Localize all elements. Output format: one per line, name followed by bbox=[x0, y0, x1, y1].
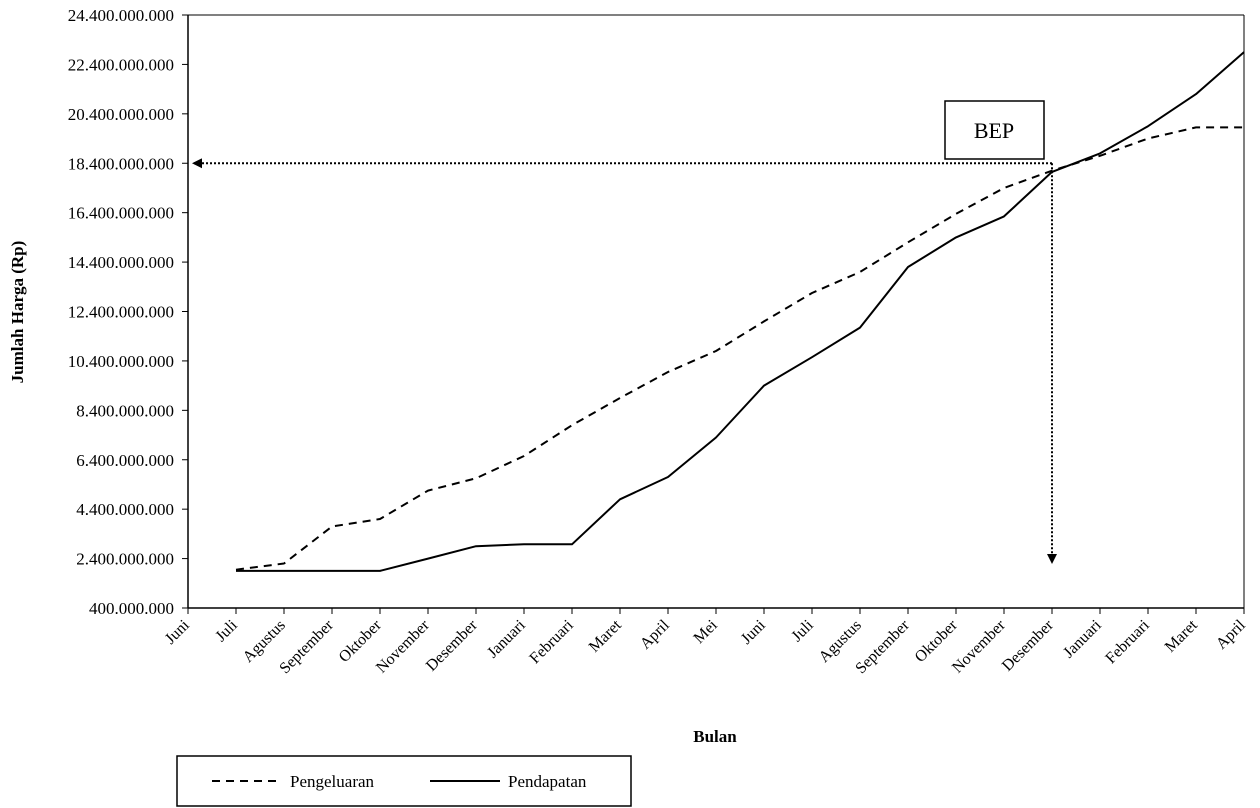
series-layer bbox=[236, 52, 1244, 571]
x-axis-ticks: Juni JuliAgustusSeptemberOktoberNovemberD… bbox=[162, 608, 1249, 677]
x-tick-label: Mei bbox=[691, 616, 722, 647]
y-tick-label: 24.400.000.000 bbox=[68, 6, 174, 25]
legend: Pengeluaran Pendapatan bbox=[177, 756, 631, 806]
y-tick-label: 400.000.000 bbox=[89, 599, 174, 618]
x-tick-label: Februari bbox=[526, 616, 577, 667]
y-tick-label: 22.400.000.000 bbox=[68, 55, 174, 74]
x-tick-label: Juni bbox=[738, 616, 769, 647]
y-tick-label: 8.400.000.000 bbox=[76, 401, 174, 420]
y-tick-label: 14.400.000.000 bbox=[68, 253, 174, 272]
x-tick-label: April bbox=[637, 616, 673, 652]
x-tick-label: Juli bbox=[212, 616, 241, 645]
x-tick-label: Maret bbox=[586, 616, 625, 655]
y-tick-label: 20.400.000.000 bbox=[68, 105, 174, 124]
bep-annotation: BEP bbox=[194, 101, 1052, 562]
y-tick-label: 18.400.000.000 bbox=[68, 154, 174, 173]
x-tick-label: Desember bbox=[999, 616, 1057, 674]
series-line-pendapatan bbox=[236, 52, 1244, 571]
x-tick-label: Agustus bbox=[240, 617, 289, 666]
y-tick-label: 12.400.000.000 bbox=[68, 303, 174, 322]
x-tick-label: Desember bbox=[423, 616, 481, 674]
x-tick-label: Maret bbox=[1162, 616, 1201, 655]
axes bbox=[188, 15, 1244, 608]
y-tick-label: 6.400.000.000 bbox=[76, 451, 174, 470]
x-tick-label: Juli bbox=[788, 616, 817, 645]
y-axis-title: Jumlah Harga (Rp) bbox=[8, 241, 27, 384]
x-tick-label: Januari bbox=[1060, 616, 1105, 661]
series-line-pengeluaran bbox=[236, 127, 1244, 569]
x-tick-label: November bbox=[949, 616, 1009, 676]
bep-label: BEP bbox=[974, 118, 1014, 143]
x-axis-title: Bulan bbox=[693, 727, 737, 746]
x-tick-label: April bbox=[1213, 616, 1249, 652]
legend-label-pendapatan: Pendapatan bbox=[508, 772, 587, 791]
x-tick-label: Agustus bbox=[816, 617, 865, 666]
x-tick-label: Juni bbox=[162, 616, 193, 647]
legend-label-pengeluaran: Pengeluaran bbox=[290, 772, 375, 791]
y-tick-label: 10.400.000.000 bbox=[68, 352, 174, 371]
x-tick-label: September bbox=[852, 616, 913, 677]
y-axis-ticks: 400.000.000 2.400.000.000 4.400.000.000 6.4… bbox=[68, 6, 188, 618]
x-tick-label: November bbox=[373, 616, 433, 676]
x-tick-label: Januari bbox=[484, 616, 529, 661]
y-tick-label: 2.400.000.000 bbox=[76, 550, 174, 569]
y-tick-label: 4.400.000.000 bbox=[76, 500, 174, 519]
x-tick-label: September bbox=[276, 616, 337, 677]
x-tick-label: Februari bbox=[1102, 616, 1153, 667]
y-tick-label: 16.400.000.000 bbox=[68, 204, 174, 223]
